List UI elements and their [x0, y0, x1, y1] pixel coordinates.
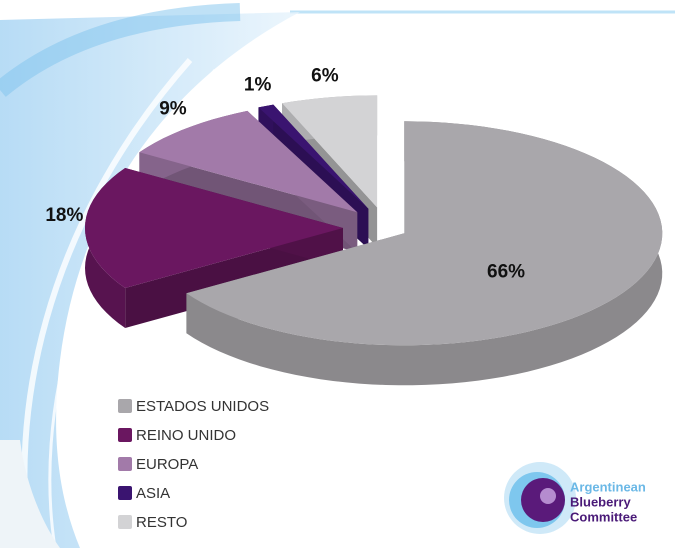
pie-side [125, 228, 344, 329]
logo-text: Committee [570, 509, 637, 524]
legend-swatch [118, 486, 132, 500]
logo-text: Blueberry [570, 494, 631, 509]
pie-slice [282, 95, 378, 208]
legend-swatch [118, 457, 132, 471]
pie-slice [85, 167, 343, 289]
legend-label: ESTADOS UNIDOS [136, 398, 269, 415]
legend-label: ASIA [136, 485, 170, 502]
logo-text: Argentinean [570, 479, 646, 494]
legend-label: RESTO [136, 514, 187, 531]
data-label: 1% [244, 75, 272, 96]
legend-label: EUROPA [136, 456, 198, 473]
data-label: 66% [487, 262, 525, 283]
legend-swatch [118, 428, 132, 442]
pie-slice [186, 121, 663, 346]
legend-label: REINO UNIDO [136, 427, 236, 444]
legend-swatch [118, 399, 132, 413]
data-label: 18% [45, 205, 83, 226]
pie-slice [139, 110, 358, 213]
data-label: 6% [311, 66, 339, 87]
data-label: 9% [159, 99, 187, 120]
pie-slice [258, 104, 369, 209]
legend-swatch [118, 515, 132, 529]
